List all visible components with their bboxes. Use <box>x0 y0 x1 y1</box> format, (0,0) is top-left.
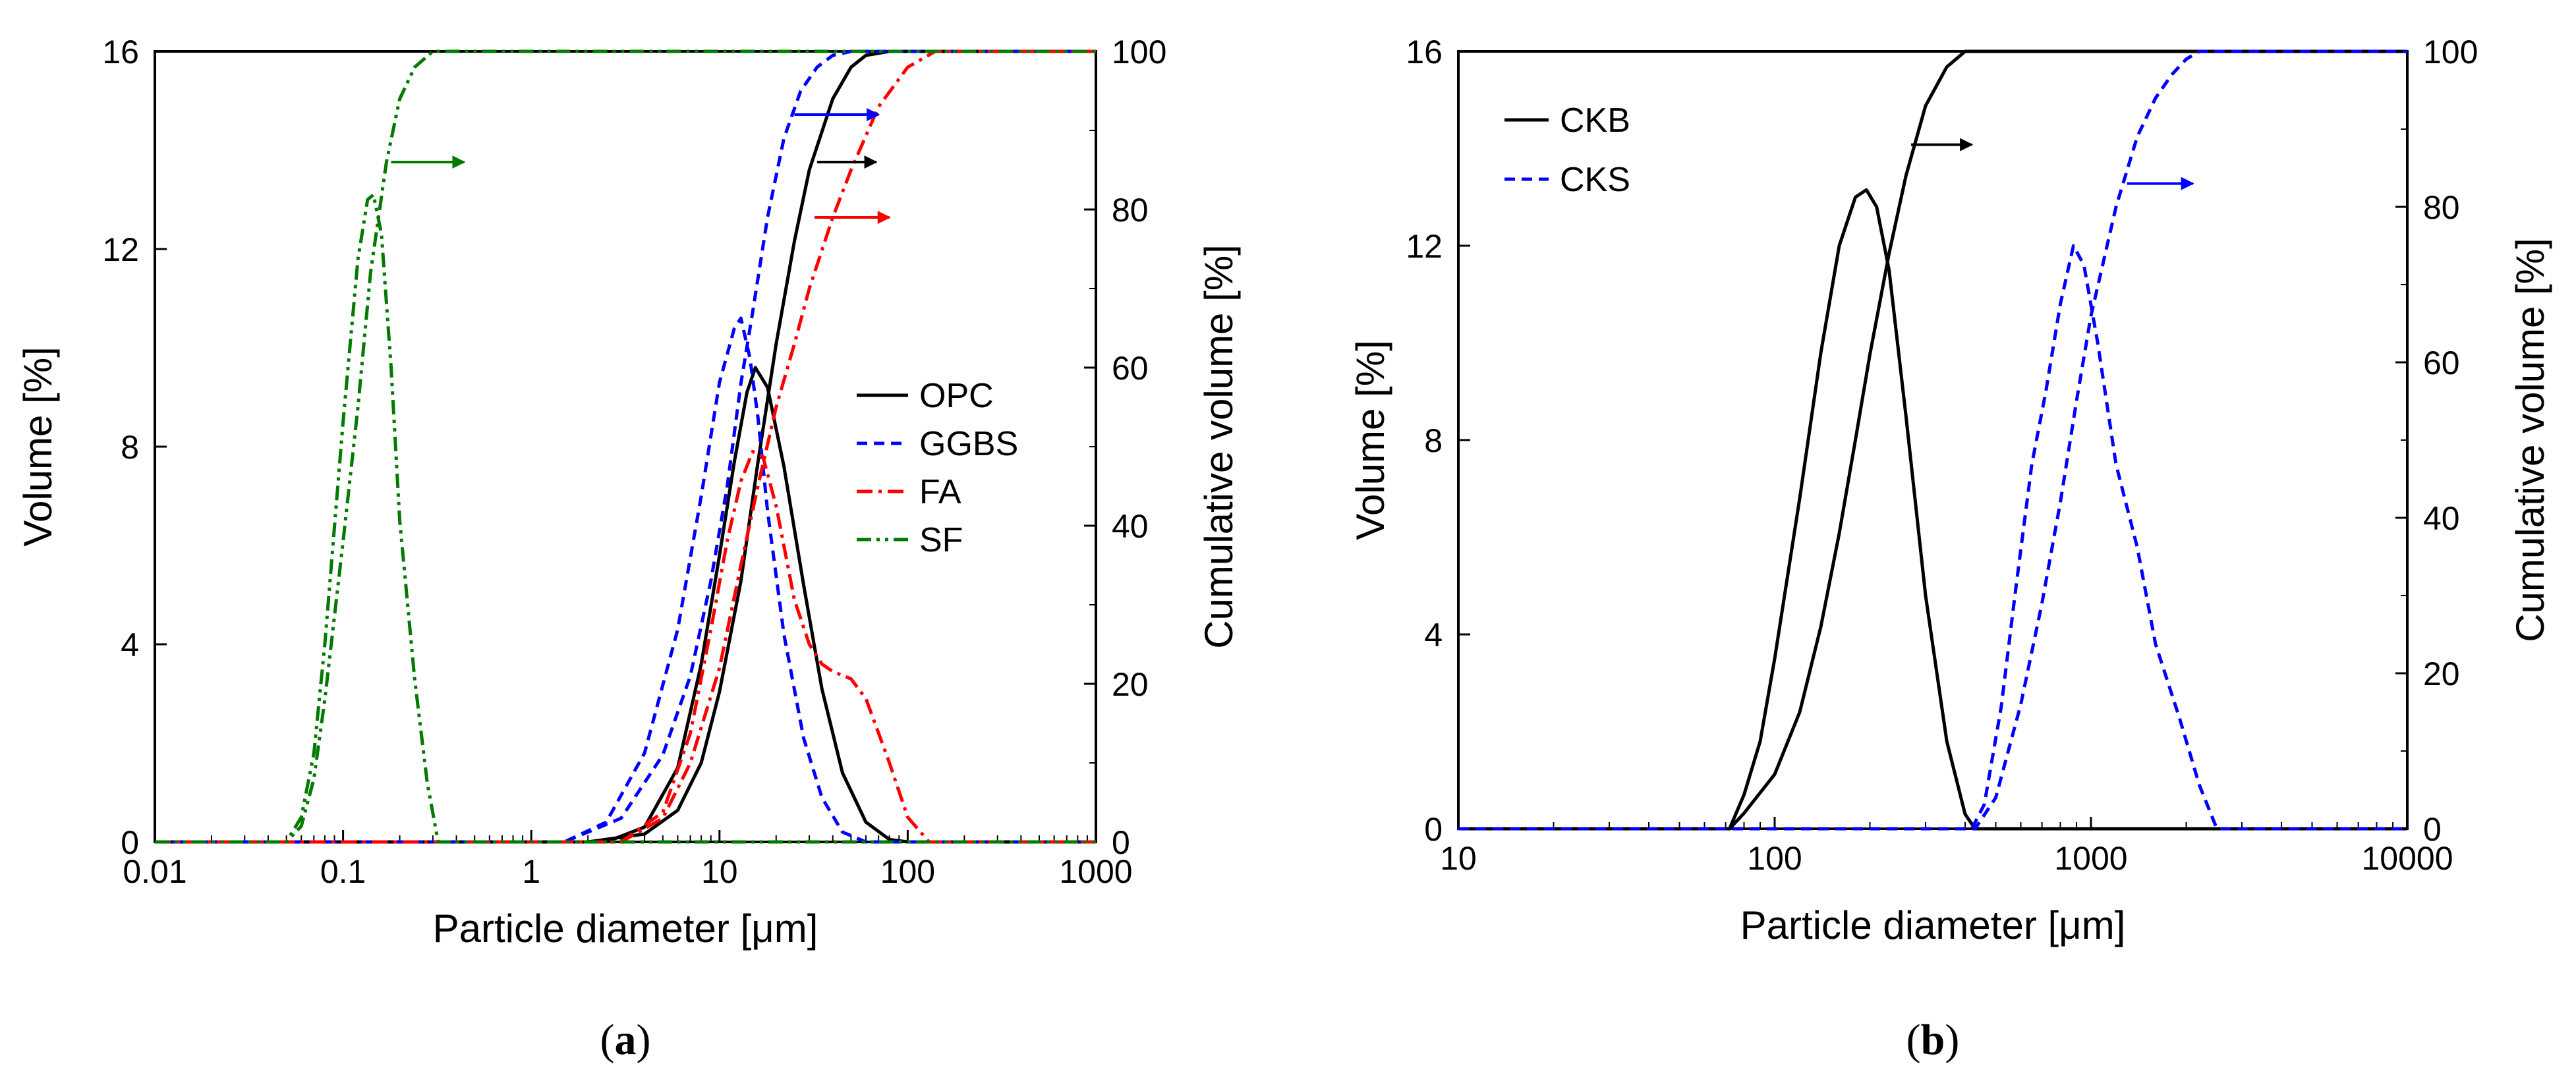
y-axis-label-left-b: Volume [%] <box>1348 340 1392 540</box>
arrows-group-a <box>391 108 891 224</box>
legend-entry-sf: SF <box>857 521 963 559</box>
legend-label-fa: FA <box>919 473 961 511</box>
legend-entry-ggbs: GGBS <box>857 425 1018 463</box>
x-tick-label-1: 1 <box>522 853 540 890</box>
legend-entry-opc: OPC <box>857 377 994 415</box>
series-line-sf-volume <box>155 193 1096 844</box>
panel-caption-b: (b) <box>1906 1016 1960 1064</box>
series-group-b <box>1458 49 2407 831</box>
y-right-tick-label-20: 20 <box>2423 655 2460 692</box>
legend-label-opc: OPC <box>919 377 994 415</box>
y-right-tick-label-100: 100 <box>2423 34 2478 70</box>
y-left-tick-label-0: 0 <box>1424 811 1443 848</box>
legend-entry-fa: FA <box>857 473 961 511</box>
series-line-ggbs-volume <box>155 316 1096 844</box>
series-line-ggbs-cumulative <box>155 49 1096 844</box>
legend-a: OPC GGBS FA SF <box>857 377 1018 559</box>
y-right-tick-label-0: 0 <box>1112 824 1130 861</box>
series-line-cks-volume <box>1458 244 2407 831</box>
series-line-opc-volume <box>155 366 1096 844</box>
x-tick-label-0-1: 0.1 <box>320 853 366 890</box>
x-tick-label-10000: 10000 <box>2361 840 2453 877</box>
x-tick-label-100: 100 <box>1747 840 1802 877</box>
y-axis-label-right-a: Cumulative volume [%] <box>1197 244 1241 649</box>
y-axis-label-right-b: Cumulative volume [%] <box>2508 238 2552 642</box>
y-right-tick-label-0: 0 <box>2423 811 2442 848</box>
arrows-group-b <box>1911 138 2194 190</box>
y-left-tick-label-12: 12 <box>1406 228 1443 265</box>
series-line-sf-cumulative <box>155 49 1096 844</box>
legend-label-ckb: CKB <box>1560 101 1630 140</box>
y-left-tick-label-12: 12 <box>102 231 139 268</box>
legend-b: CKB CKS <box>1504 101 1630 199</box>
y-right-tick-label-80: 80 <box>2423 189 2460 226</box>
y-left-tick-label-0: 0 <box>121 824 139 861</box>
legend-label-ggbs: GGBS <box>919 425 1018 463</box>
x-tick-label-1000: 1000 <box>2054 840 2127 877</box>
x-tick-label-0-01: 0.01 <box>123 853 186 890</box>
series-line-ckb-cumulative <box>1458 49 2407 831</box>
panel-caption-a: (a) <box>600 1016 651 1064</box>
legend-entry-cks: CKS <box>1504 161 1630 199</box>
y-right-tick-label-40: 40 <box>1112 508 1149 545</box>
y-right-tick-label-100: 100 <box>1112 34 1166 70</box>
series-group-a <box>155 49 1096 844</box>
x-axis-label-b: Particle diameter [μm] <box>1740 903 2126 947</box>
y-left-tick-label-4: 4 <box>121 627 139 663</box>
legend-entry-ckb: CKB <box>1504 101 1630 140</box>
series-line-opc-cumulative <box>155 49 1096 844</box>
y-right-tick-label-60: 60 <box>1112 350 1149 387</box>
y-right-tick-label-60: 60 <box>2423 345 2460 381</box>
y-left-tick-label-16: 16 <box>1406 34 1443 70</box>
y-right-tick-label-20: 20 <box>1112 666 1149 703</box>
y-right-tick-label-80: 80 <box>1112 192 1149 229</box>
y-left-tick-label-16: 16 <box>102 34 139 70</box>
y-axis-label-left-a: Volume [%] <box>16 347 60 547</box>
legend-label-cks: CKS <box>1560 161 1630 199</box>
x-axis-label-a: Particle diameter [μm] <box>433 906 818 951</box>
series-line-cks-cumulative <box>1458 49 2407 831</box>
y-left-tick-label-8: 8 <box>1424 422 1443 459</box>
x-tick-label-1000: 1000 <box>1059 853 1132 890</box>
y-right-tick-label-40: 40 <box>2423 500 2460 537</box>
y-left-tick-label-8: 8 <box>121 429 139 466</box>
y-left-tick-label-4: 4 <box>1424 617 1443 654</box>
series-line-ckb-volume <box>1458 188 2407 831</box>
x-tick-label-10: 10 <box>701 853 738 890</box>
series-line-fa-volume <box>155 450 1096 844</box>
x-tick-label-100: 100 <box>880 853 935 890</box>
x-tick-label-10: 10 <box>1440 840 1477 877</box>
legend-label-sf: SF <box>919 521 963 559</box>
